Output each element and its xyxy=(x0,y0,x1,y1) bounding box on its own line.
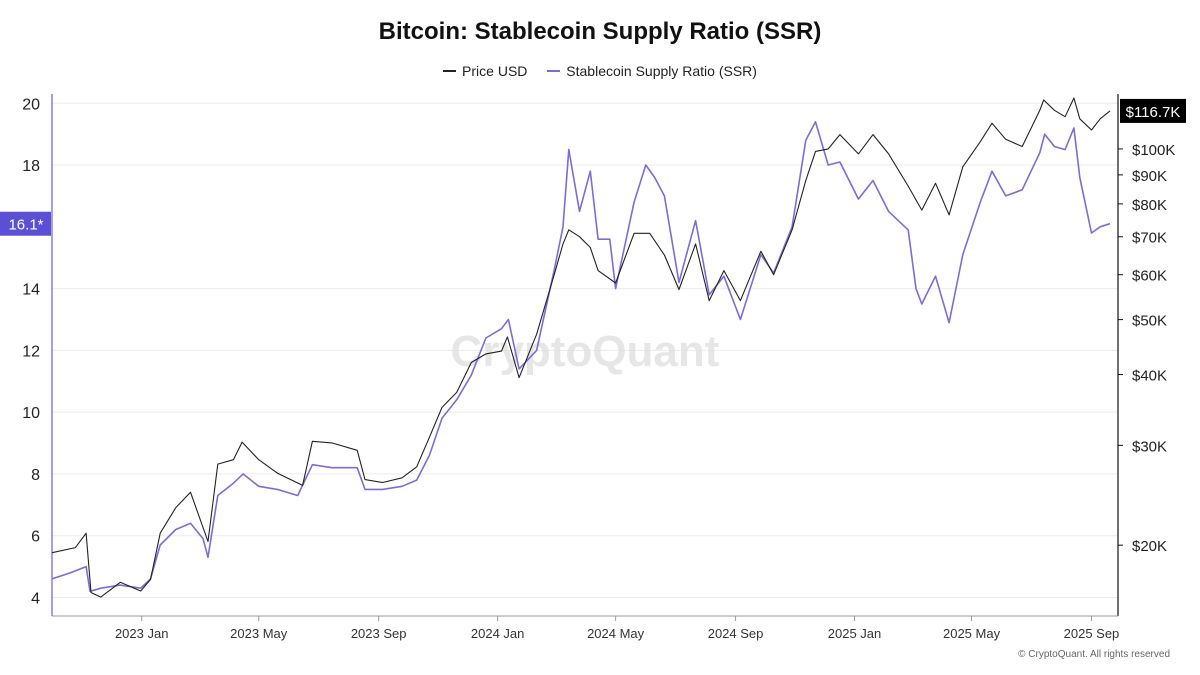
y-left-tick-label-6: 18 xyxy=(22,158,40,175)
y-left-tick-label-3: 10 xyxy=(22,405,40,422)
chart-legend: Price USD Stablecoin Supply Ratio (SSR) xyxy=(0,59,1200,79)
price-current-value: $116.7K xyxy=(1126,104,1181,121)
ssr-current-value: 16.1* xyxy=(8,217,43,234)
chart-title: Bitcoin: Stablecoin Supply Ratio (SSR) xyxy=(378,18,822,45)
series-line-ssr xyxy=(51,121,1111,593)
x-tick-label-2: 2023 Sep xyxy=(351,626,407,641)
y-left-tick-label-5: 14 xyxy=(22,282,40,299)
ssr-current-badge xyxy=(0,211,51,236)
y-right-tick-label-6: $80K xyxy=(1132,197,1167,214)
legend-item-price[interactable]: Price USD xyxy=(443,63,527,79)
price-current-badge xyxy=(1120,98,1186,123)
y-right-tick-label-0: $20K xyxy=(1132,538,1167,555)
x-tick-label-6: 2025 Jan xyxy=(828,626,882,641)
y-left-tick-label-2: 8 xyxy=(31,467,40,484)
legend-label-ssr: Stablecoin Supply Ratio (SSR) xyxy=(566,63,757,79)
y-left-tick-label-1: 6 xyxy=(31,529,40,546)
y-right-tick-label-3: $50K xyxy=(1132,313,1167,330)
watermark: CryptoQuant xyxy=(451,327,720,376)
series-line-price xyxy=(51,97,1111,598)
legend-label-price: Price USD xyxy=(462,63,528,79)
x-tick-label-7: 2025 May xyxy=(943,626,1001,641)
x-tick-label-8: 2025 Sep xyxy=(1064,626,1120,641)
legend-swatch-price xyxy=(443,70,457,72)
y-right-tick-label-7: $90K xyxy=(1132,168,1167,185)
copyright-footer: © CryptoQuant. All rights reserved xyxy=(1018,649,1170,660)
legend-swatch-ssr xyxy=(547,70,561,72)
y-right-tick-label-8: $100K xyxy=(1132,142,1175,159)
y-left-tick-label-4: 12 xyxy=(22,343,40,360)
y-left-tick-label-0: 4 xyxy=(31,590,40,607)
y-right-tick-label-2: $40K xyxy=(1132,368,1167,385)
y-right-tick-label-1: $30K xyxy=(1132,438,1167,455)
x-tick-label-4: 2024 May xyxy=(587,626,645,641)
x-tick-label-5: 2024 Sep xyxy=(708,626,764,641)
y-right-tick-label-4: $60K xyxy=(1132,268,1167,285)
y-left-tick-label-7: 20 xyxy=(22,96,40,113)
x-tick-label-0: 2023 Jan xyxy=(115,626,169,641)
y-right-tick-label-5: $70K xyxy=(1132,230,1167,247)
legend-item-ssr[interactable]: Stablecoin Supply Ratio (SSR) xyxy=(547,63,757,79)
x-tick-label-1: 2023 May xyxy=(230,626,288,641)
x-tick-label-3: 2024 Jan xyxy=(471,626,525,641)
